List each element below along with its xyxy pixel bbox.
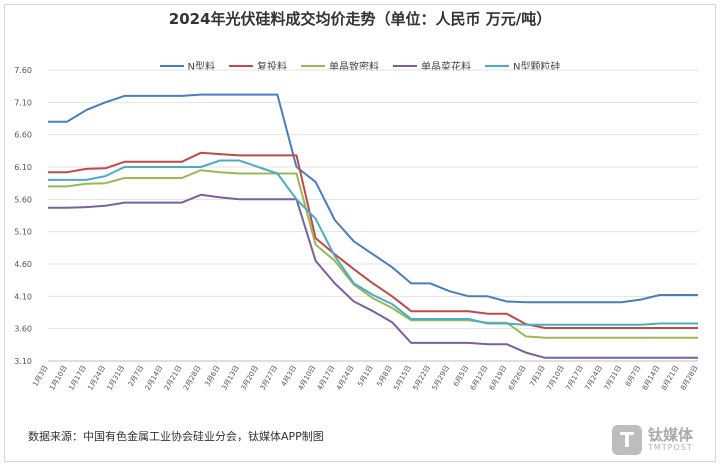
chart-legend: N型料 复投料 单晶致密料 单晶菜花料 N型颗粒硅 — [0, 58, 720, 73]
x-tick-label: 3月20日 — [239, 364, 260, 392]
x-tick-label: 4月24日 — [335, 364, 356, 392]
legend-label: 单晶菜花料 — [421, 62, 471, 73]
legend-swatch — [229, 64, 253, 67]
x-tick-label: 8月7日 — [624, 364, 642, 388]
x-tick-label: 6月5日 — [452, 364, 470, 388]
x-tick-label: 4月17日 — [316, 364, 337, 392]
series-lines — [48, 93, 698, 359]
y-tick-label: 7.60 — [14, 66, 32, 75]
legend-swatch — [393, 64, 417, 67]
x-tick-label: 5月1日 — [356, 364, 374, 388]
x-tick-label: 2月14日 — [144, 364, 165, 392]
legend-swatch — [301, 64, 325, 67]
legend-swatch — [159, 64, 184, 67]
x-tick-label: 3月6日 — [203, 364, 221, 388]
series-line-3 — [48, 193, 698, 359]
chart-frame — [4, 4, 716, 462]
series-line-0 — [48, 93, 698, 304]
watermark-name-en: TMTPOST — [648, 442, 693, 452]
series-line-2 — [48, 169, 698, 339]
y-tick-label: 3.10 — [14, 357, 32, 366]
chart-title: 2024年光伏硅料成交均价走势（单位：人民币 万元/吨） — [168, 10, 552, 28]
x-tick-label: 8月28日 — [679, 364, 700, 392]
x-tick-label: 2月7日 — [127, 364, 145, 388]
x-tick-label: 1月17日 — [67, 364, 88, 392]
x-tick-label: 7月24日 — [584, 364, 605, 392]
legend-label: 单晶致密料 — [329, 62, 379, 73]
x-tick-label: 8月14日 — [641, 364, 662, 392]
x-tick-label: 4月3日 — [280, 364, 298, 388]
y-tick-label: 6.60 — [14, 131, 32, 140]
x-tick-label: 1月31日 — [106, 364, 127, 392]
x-tick-label: 2月28日 — [182, 364, 203, 392]
y-tick-label: 4.10 — [14, 292, 32, 301]
x-tick-label: 1月24日 — [86, 364, 107, 392]
legend-item-3: 单晶菜花料 — [393, 58, 471, 73]
x-tick-label: 6月19日 — [488, 364, 509, 392]
watermark-name-cn: 钛媒体 — [648, 426, 694, 445]
x-tick-label: 5月29日 — [431, 364, 452, 392]
legend-item-0: N型料 — [159, 58, 215, 73]
source-note: 数据来源：中国有色金属工业协会硅业分会，钛媒体APP制图 — [28, 430, 324, 443]
y-tick-label: 7.10 — [14, 98, 32, 107]
y-tick-label: 4.60 — [14, 260, 32, 269]
legend-label: N型料 — [187, 62, 215, 73]
x-tick-label: 7月10日 — [545, 364, 566, 392]
x-tick-label: 7月31日 — [603, 364, 624, 392]
y-tick-label: 3.60 — [14, 325, 32, 334]
grid-lines — [48, 69, 698, 362]
watermark: T 钛媒体 TMTPOST — [612, 418, 716, 462]
y-axis-ticks: 3.10 3.60 4.10 4.60 5.10 5.60 6.10 6.60 7.10 7.60 — [14, 66, 32, 366]
x-tick-label: 2月21日 — [163, 364, 184, 392]
x-tick-label: 5月15日 — [392, 364, 413, 392]
legend-item-4: N型颗粒硅 — [485, 58, 560, 73]
x-tick-label: 3月27日 — [259, 364, 280, 392]
y-tick-label: 5.60 — [14, 195, 32, 204]
x-tick-label: 6月26日 — [507, 364, 528, 392]
legend-item-1: 复投料 — [229, 58, 287, 73]
series-line-4 — [48, 159, 698, 326]
legend-item-2: 单晶致密料 — [301, 58, 379, 73]
series-line-1 — [48, 151, 698, 329]
legend-label: N型颗粒硅 — [513, 62, 561, 73]
x-tick-label: 6月12日 — [469, 364, 490, 392]
tmtpost-logo-icon: T — [612, 425, 642, 455]
legend-label: 复投料 — [257, 62, 287, 73]
y-tick-label: 5.10 — [14, 228, 32, 237]
y-tick-label: 6.10 — [14, 163, 32, 172]
x-tick-label: 1月3日 — [31, 364, 49, 388]
x-tick-label: 7月17日 — [564, 364, 585, 392]
x-tick-label: 7月3日 — [528, 364, 546, 388]
x-tick-label: 8月21日 — [660, 364, 681, 392]
x-tick-label: 3月13日 — [220, 364, 241, 392]
legend-swatch — [485, 64, 509, 67]
x-tick-label: 4月10日 — [297, 364, 318, 392]
x-tick-label: 5月8日 — [375, 364, 393, 388]
x-tick-label: 1月10日 — [48, 364, 69, 392]
x-tick-label: 5月22日 — [411, 364, 432, 392]
